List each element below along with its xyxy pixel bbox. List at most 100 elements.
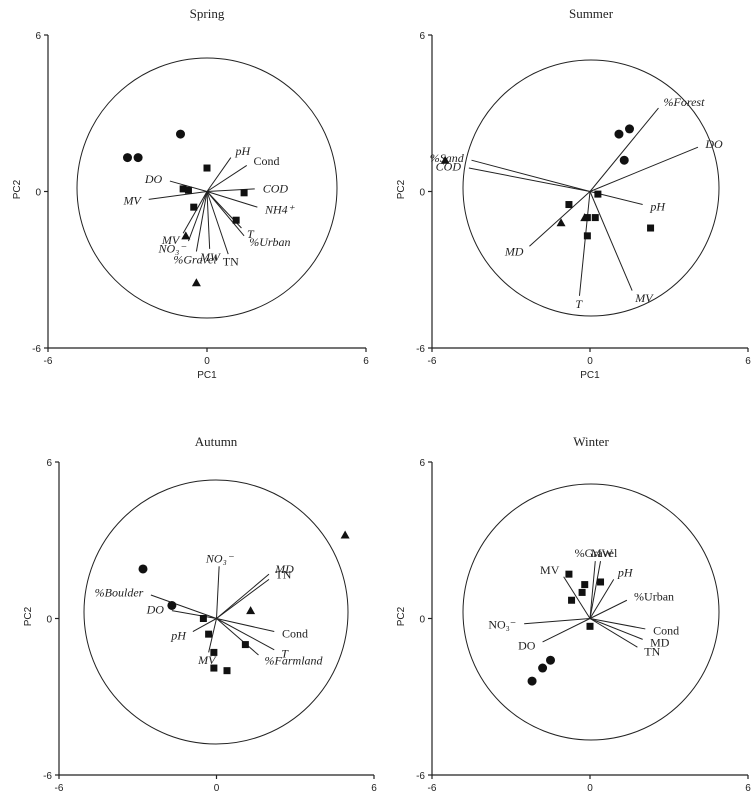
point-triangle [580,213,590,222]
loading-vector [589,618,643,640]
loading-label: MV [540,563,560,577]
loading-vector [206,191,211,249]
loading-vector [187,191,208,242]
loading-label: T [281,647,289,661]
point-circle [167,600,177,610]
x-tick-label: 0 [587,783,593,794]
loading-label: COD [436,160,462,174]
point-triangle [191,278,201,287]
loading-vector [589,561,596,619]
loading-label: pH [649,199,666,213]
panel-title: Spring [190,6,225,21]
point-square [184,186,192,194]
loading-vector [206,191,258,208]
point-triangle [340,530,350,539]
point-triangle [556,218,566,227]
point-circle [625,124,634,134]
loading-label: TN [223,255,239,269]
loading-vector [589,191,633,291]
point-circle [176,129,185,139]
y-tick-label: 0 [46,615,52,626]
loading-vector [150,594,217,619]
x-tick-label: 6 [371,783,377,794]
loading-vector [589,561,602,619]
x-axis-label: PC1 [197,370,217,381]
x-tick-label: -6 [55,783,64,794]
loading-vector [206,191,229,255]
panel-title: Summer [569,6,614,21]
x-tick-label: 0 [204,356,210,367]
loading-vector [216,618,275,651]
y-axis-label: PC2 [12,179,23,199]
loading-label: %Boulder [95,585,144,599]
loading-vector [206,157,232,192]
loading-vector [578,191,591,296]
loading-vector [148,191,208,200]
loading-label: %Gravel [575,546,618,560]
loading-vector [169,180,208,192]
loading-label: %Forest [664,95,706,109]
y-tick-label: -6 [32,344,41,355]
loading-label: MD [274,562,294,576]
point-square [241,641,249,649]
x-tick-label: 6 [745,356,751,367]
loading-label: NO₃⁻ [488,617,516,631]
x-tick-label: 6 [363,356,369,367]
loading-label: MW [591,546,614,560]
y-axis-label: PC2 [396,606,407,626]
loading-label: pH [234,144,251,158]
loading-label: NO₃⁻ [205,551,235,565]
y-tick-label: -6 [43,771,52,782]
loading-label: DO [704,137,723,151]
loading-label: MD [650,635,670,649]
loading-vector [563,576,591,619]
loading-label: T [575,297,583,311]
loading-vector [589,107,659,192]
loading-label: pH [170,628,187,642]
loading-vector [542,618,591,643]
loading-label: MV [122,193,142,207]
loading-vector [216,618,275,633]
x-axis-label: PC1 [580,370,600,381]
point-triangle [440,155,450,164]
point-circle [619,155,629,165]
panel-title: Autumn [195,434,238,449]
loading-label: NO₃⁻ [157,242,187,256]
point-square [647,224,655,232]
loading-vector [216,573,270,619]
loading-vector [471,159,591,192]
loading-vector [216,578,270,619]
point-square [199,615,207,622]
point-square [223,667,231,675]
x-tick-label: 0 [214,783,220,794]
y-axis-label: PC2 [23,606,34,626]
panel-title: Winter [573,434,609,449]
point-square [565,201,573,209]
point-square [586,622,594,630]
point-circle [538,663,548,673]
point-square [232,216,240,224]
x-tick-label: -6 [428,783,437,794]
loading-vector [589,146,699,192]
correlation-circle [462,483,720,741]
loading-vector [192,618,217,632]
y-tick-label: 0 [35,188,41,199]
loading-vector [216,618,259,656]
loading-vector [589,618,638,648]
point-square [583,232,591,240]
correlation-circle [83,479,349,745]
x-tick-label: -6 [428,356,437,367]
loading-vector [206,164,248,192]
point-square [594,190,602,198]
point-square [581,581,589,589]
loading-label: %Gravel [173,252,217,266]
loading-label: %Urban [634,590,674,604]
loading-label: MV [634,291,654,305]
point-circle [133,153,143,163]
y-tick-label: 6 [46,458,52,469]
loading-label: %Farmland [265,653,324,667]
loading-label: TN [275,568,291,582]
